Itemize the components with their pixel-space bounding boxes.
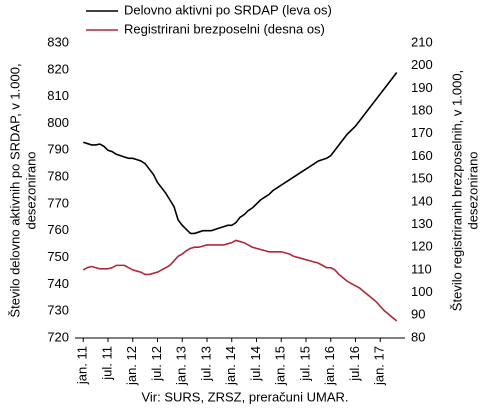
y2-tick-label: 80	[411, 329, 425, 344]
x-tick-label: jan. 11	[75, 346, 90, 385]
y-tick-label: 820	[47, 61, 69, 76]
y2-tick-label: 120	[411, 239, 433, 254]
x-tick-label: jul. 15	[297, 346, 312, 382]
y2-tick-label: 140	[411, 193, 433, 208]
y2-tick-label: 150	[411, 171, 433, 186]
x-tick-label: jul. 13	[198, 346, 213, 382]
x-tick-label: jul. 16	[347, 346, 362, 382]
series-line	[82, 239, 398, 322]
y-tick-label: 750	[47, 249, 69, 264]
y-tick-label: 730	[47, 303, 69, 318]
y-tick-label: 770	[47, 195, 69, 210]
x-tick-label: jan. 16	[322, 346, 337, 386]
y-tick-label: 780	[47, 169, 69, 184]
source: Vir: SURS, ZRSZ, preračuni UMAR.	[141, 389, 348, 404]
y2-tick-label: 110	[411, 261, 432, 276]
x-tick-label: jan. 12	[124, 346, 139, 386]
y2-tick-label: 200	[411, 57, 433, 72]
y2-tick-label: 180	[411, 103, 433, 118]
legend-label: Delovno aktivni po SRDAP (leva os)	[124, 2, 332, 17]
y-tick-label: 740	[47, 276, 69, 291]
x-tick-label: jul. 14	[248, 346, 263, 382]
y2-tick-label: 170	[411, 125, 433, 140]
y2-axis-title: Število registriranih brezposelnih, v 1.…	[449, 70, 464, 311]
x-tick-label: jan. 14	[223, 346, 238, 386]
y-tick-label: 800	[47, 115, 69, 130]
y2-tick-label: 90	[411, 307, 425, 322]
series-line	[83, 72, 398, 235]
y2-tick-label: 210	[411, 34, 433, 49]
legend-label: Registrirani brezposelni (desna os)	[124, 21, 325, 36]
y2-tick-label: 160	[411, 148, 433, 163]
y-tick-label: 810	[47, 88, 69, 103]
y2-tick-label: 130	[411, 216, 433, 231]
x-tick-label: jan. 17	[372, 346, 387, 386]
x-tick-label: jan. 15	[273, 346, 288, 386]
y2-tick-label: 190	[411, 80, 433, 95]
x-tick-label: jul. 12	[149, 346, 164, 382]
x-tick-label: jul. 11	[99, 346, 114, 381]
y-tick-label: 760	[47, 222, 69, 237]
y-axis-title: Število delovno aktivnih po SRDAP, v 1.0…	[7, 63, 22, 317]
x-tick-label: jan. 13	[174, 346, 189, 386]
y-axis-title: desezonirano	[23, 151, 38, 229]
y-tick-label: 720	[47, 329, 69, 344]
y-tick-label: 830	[47, 34, 69, 49]
y2-axis-title: desezonirano	[465, 151, 480, 229]
y-tick-label: 790	[47, 142, 69, 157]
y2-tick-label: 100	[411, 284, 433, 299]
